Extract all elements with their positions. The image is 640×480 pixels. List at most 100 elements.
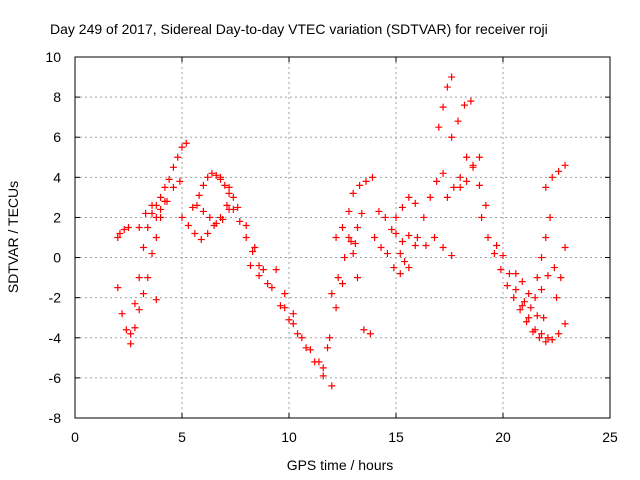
data-point — [478, 213, 486, 221]
data-point — [548, 173, 556, 181]
data-point — [139, 290, 147, 298]
series-satellite-06 — [152, 296, 160, 304]
data-point — [439, 169, 447, 177]
data-point — [383, 250, 391, 258]
data-point — [212, 171, 220, 179]
grid-lines — [75, 57, 610, 418]
data-point — [420, 213, 428, 221]
data-point — [197, 236, 205, 244]
data-point — [520, 298, 528, 306]
series-satellite-03 — [127, 139, 190, 338]
data-point — [377, 244, 385, 252]
series-satellite-23 — [396, 250, 413, 272]
y-tick-label: 10 — [45, 49, 61, 65]
series-satellite-09 — [193, 201, 233, 227]
x-tick-label: 0 — [71, 429, 79, 445]
data-point — [475, 181, 483, 189]
data-point — [116, 229, 124, 237]
series-satellite-15 — [332, 223, 359, 248]
data-point — [353, 274, 361, 282]
series-satellite-25 — [422, 234, 456, 260]
data-point — [251, 244, 259, 252]
data-point — [255, 262, 263, 270]
data-point — [467, 97, 475, 105]
data-point — [422, 242, 430, 250]
data-point — [542, 234, 550, 241]
data-point — [546, 213, 554, 221]
data-point — [114, 284, 122, 292]
data-point — [542, 183, 550, 191]
data-point — [550, 264, 558, 272]
data-point — [533, 274, 541, 282]
data-point — [144, 274, 152, 282]
data-point — [189, 203, 197, 211]
data-point — [195, 191, 203, 199]
data-point — [285, 316, 293, 324]
data-point — [319, 364, 327, 372]
series-satellite-30 — [478, 213, 569, 346]
data-point — [398, 203, 406, 211]
data-point — [448, 73, 456, 81]
data-point — [208, 169, 216, 177]
data-point — [448, 133, 456, 141]
data-point — [431, 234, 439, 241]
data-point — [142, 209, 150, 217]
y-tick-label: -8 — [49, 410, 62, 426]
chart-title: Day 249 of 2017, Sidereal Day-to-day VTE… — [50, 21, 548, 37]
series-satellite-21 — [392, 193, 419, 221]
data-point — [505, 270, 513, 278]
series-satellite-14 — [328, 209, 366, 298]
data-point — [199, 207, 207, 215]
data-point — [443, 193, 451, 201]
data-point — [339, 223, 346, 231]
data-point — [157, 193, 165, 201]
data-point — [490, 250, 498, 258]
data-point — [219, 215, 227, 223]
data-point — [148, 209, 156, 217]
data-point — [225, 183, 233, 191]
y-tick-label: -6 — [49, 370, 62, 386]
data-point — [553, 294, 560, 302]
data-point — [332, 234, 340, 241]
data-point — [349, 189, 357, 197]
data-point — [510, 294, 518, 302]
data-point — [533, 312, 541, 320]
data-point — [512, 270, 520, 278]
data-point — [268, 284, 276, 292]
data-point — [433, 177, 441, 185]
series-satellite-26 — [435, 73, 456, 131]
data-point — [191, 229, 199, 237]
data-point — [413, 234, 421, 241]
data-point — [499, 252, 507, 260]
data-point — [503, 282, 511, 290]
series-satellite-20 — [375, 207, 396, 233]
data-point — [548, 336, 556, 344]
data-point — [531, 294, 539, 302]
data-point — [339, 280, 346, 288]
data-point — [184, 221, 192, 229]
series-satellite-02 — [114, 223, 132, 241]
data-point — [135, 274, 143, 282]
data-point — [328, 290, 336, 298]
data-point — [264, 280, 272, 288]
data-point — [169, 163, 177, 171]
data-point — [319, 372, 327, 380]
data-point — [114, 234, 122, 241]
data-point — [439, 103, 447, 111]
data-point — [561, 244, 569, 252]
y-tick-label: 8 — [53, 89, 61, 105]
data-point — [152, 234, 160, 241]
data-point — [345, 234, 353, 241]
data-point — [538, 330, 546, 338]
x-tick-label: 5 — [178, 429, 186, 445]
data-point — [206, 213, 214, 221]
data-point — [512, 286, 520, 294]
data-point — [463, 153, 471, 161]
data-point — [199, 181, 207, 189]
data-point — [542, 338, 550, 346]
data-point — [535, 334, 543, 342]
series-satellite-33 — [520, 298, 548, 322]
data-point — [450, 183, 458, 191]
data-point — [527, 304, 535, 312]
data-point — [182, 139, 190, 147]
